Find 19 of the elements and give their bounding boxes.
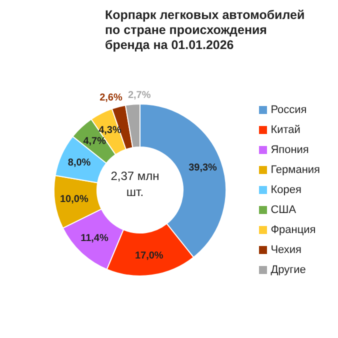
text: 2,37 млн шт. — [110, 168, 160, 200]
data-label: 10,0% — [60, 194, 88, 206]
data-label: 2,6% — [100, 92, 122, 104]
legend-label: Китай — [270, 124, 300, 136]
legend-label: Чехия — [270, 244, 302, 256]
legend-label: Другие — [270, 264, 306, 276]
data-label: 2,7% — [128, 90, 151, 101]
legend-label: Россия — [270, 104, 307, 116]
legend-label: Франция — [270, 224, 316, 236]
legend-label: США — [270, 204, 296, 216]
legend-label: Корея — [270, 184, 302, 196]
data-label: 17,0% — [134, 250, 164, 262]
legend-label: Германия — [270, 164, 320, 176]
legend-label: Япония — [270, 144, 309, 156]
data-label: 39,3% — [188, 162, 218, 174]
chart-title: Корпарк легковых автомобилей по стране происхождения бренда на 01.01.2026 — [105, 8, 305, 53]
data-label: 8,0% — [68, 157, 91, 168]
data-label: 4,7% — [83, 136, 106, 147]
data-label: 11,4% — [80, 232, 108, 244]
